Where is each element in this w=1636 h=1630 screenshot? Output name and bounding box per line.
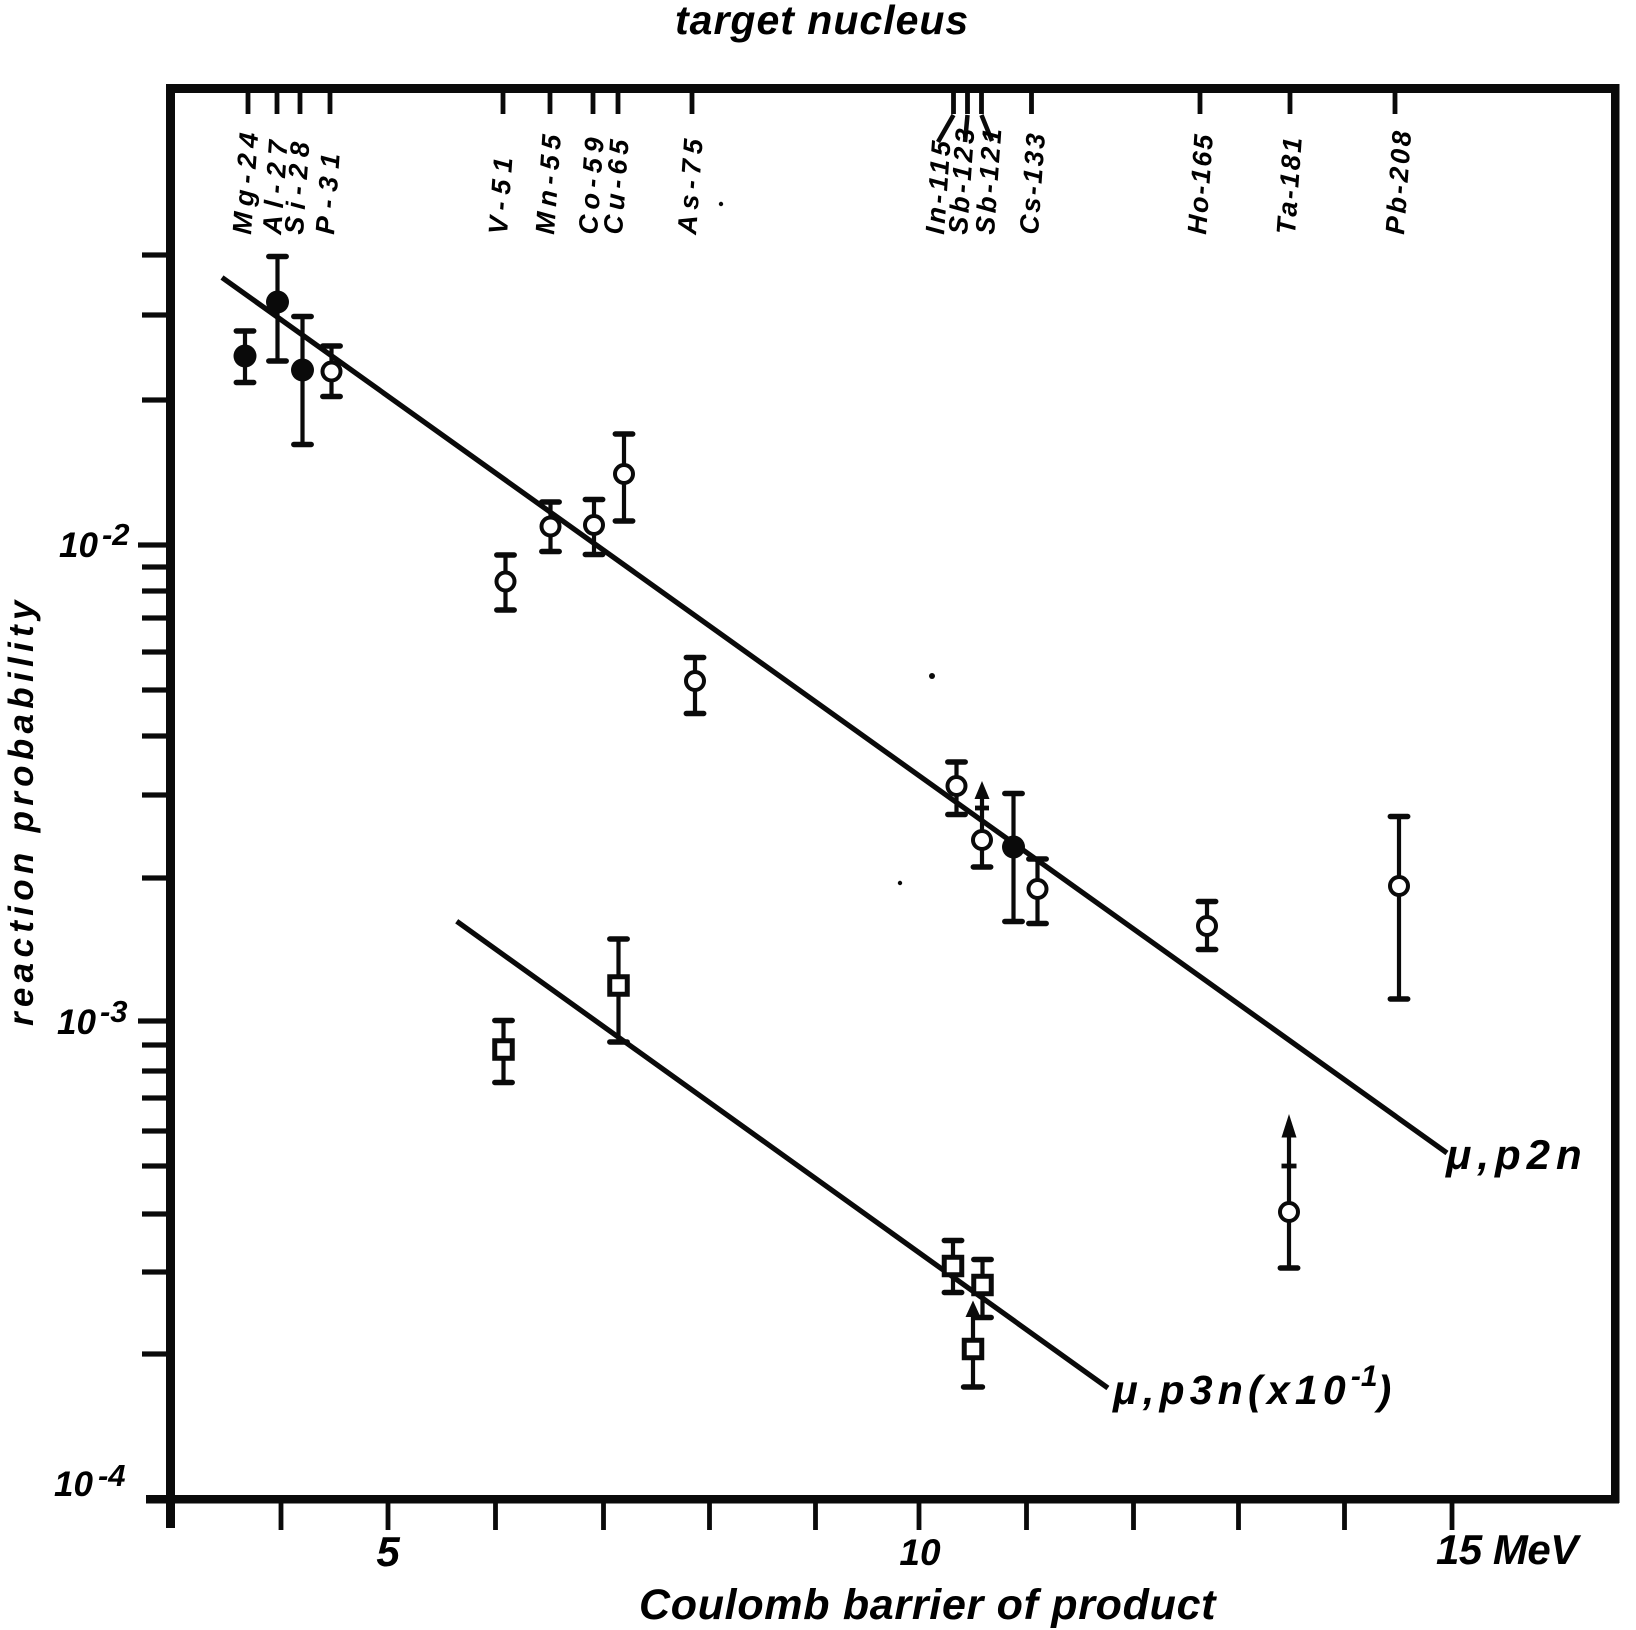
svg-text:Si-28: Si-28: [279, 134, 316, 235]
svg-text:Pb-208: Pb-208: [1380, 127, 1417, 235]
svg-text:Al-27: Al-27: [257, 133, 294, 237]
svg-text:10-3: 10 -3: [57, 994, 128, 1042]
svg-text:Sb-121: Sb-121: [970, 124, 1008, 235]
svg-text:P-31: P-31: [310, 144, 346, 235]
svg-text:reaction probability: reaction probability: [2, 595, 41, 1026]
svg-text:Cs-133: Cs-133: [1014, 130, 1051, 235]
svg-text:15 MeV: 15 MeV: [1436, 1526, 1581, 1573]
svg-text:5: 5: [376, 1528, 400, 1575]
svg-text:Coulomb barrier of product: Coulomb barrier of product: [639, 1581, 1217, 1629]
svg-text:Co-59: Co-59: [573, 131, 610, 235]
svg-text:As-75: As-75: [672, 133, 709, 237]
svg-text:Cu-65: Cu-65: [598, 134, 635, 236]
svg-text:target nucleus: target nucleus: [675, 0, 969, 43]
svg-text:V-51: V-51: [483, 149, 519, 235]
svg-text:10: 10: [899, 1532, 941, 1573]
svg-text:Ho-165: Ho-165: [1182, 132, 1219, 236]
svg-text:In-115: In-115: [920, 137, 957, 236]
svg-text:Mn-55: Mn-55: [530, 128, 567, 235]
svg-text:μ,p3n(x10-1): μ,p3n(x10-1): [1112, 1360, 1391, 1413]
svg-text:μ,p2n: μ,p2n: [1445, 1131, 1588, 1178]
svg-text:10-2: 10 -2: [59, 517, 130, 565]
svg-text:10-4: 10 -4: [54, 1458, 126, 1504]
svg-text:Ta-181: Ta-181: [1271, 134, 1308, 235]
